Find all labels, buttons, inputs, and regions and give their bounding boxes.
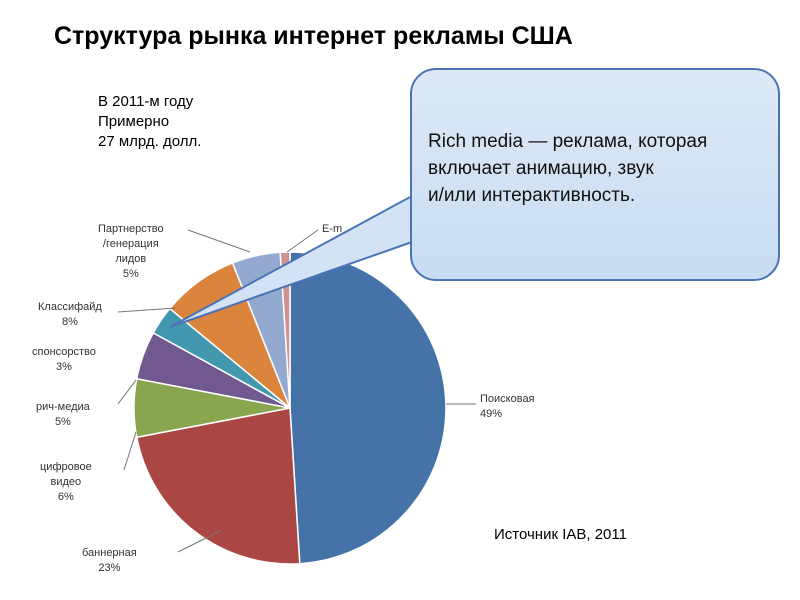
slice-label-line: Классифайд [38, 301, 102, 313]
leader-line-email [286, 229, 319, 253]
leader-line-banner [177, 529, 223, 553]
pie-slice-banner [135, 407, 301, 565]
slice-label-search: Поисковая 49% [480, 392, 535, 422]
slice-label-line: 23% [98, 562, 121, 574]
slice-label-line: рич-медиа [36, 401, 90, 413]
pie-slice-search [289, 251, 447, 565]
slice-label-line: лидов [115, 253, 147, 265]
slice-label-line: 8% [61, 316, 78, 328]
chart-title: Структура рынка интернет рекламы США [54, 22, 573, 50]
slice-label-line: видео [50, 476, 82, 488]
market-size-note: В 2011-м году Примерно 27 млрд. долл. [98, 92, 201, 152]
note-approx: Примерно [98, 113, 170, 130]
slice-label-line: Партнерство [98, 223, 164, 235]
slice-label-line: 49% [480, 408, 503, 420]
note-amount: 27 млрд. долл. [98, 133, 202, 150]
slice-label-line: 3% [55, 361, 72, 373]
leader-line-richmedia [117, 379, 137, 405]
note-year: В 2011-м году [98, 93, 194, 110]
pie-slice-email [279, 251, 291, 409]
slice-label-richmedia: рич-медиа 5% [36, 400, 90, 430]
slice-label-classifieds: Классифайд 8% [38, 300, 102, 330]
callout-line-2: включает анимацию, звук [428, 158, 654, 179]
slice-label-line: 5% [54, 416, 71, 428]
slice-label-line: спонсорство [32, 346, 96, 358]
slice-label-sponsorship: спонсорство 3% [32, 345, 96, 375]
callout-line-1: Rich media — реклама, которая [428, 131, 708, 152]
leader-line-sponsorship [145, 344, 151, 356]
leader-line-leadgen [187, 229, 251, 253]
leader-line-classifieds [117, 307, 176, 313]
slice-label-banner: баннерная 23% [82, 546, 137, 576]
leader-line-video [123, 431, 137, 471]
slice-label-line: 6% [57, 491, 74, 503]
slice-label-line: баннерная [82, 547, 137, 559]
rich-media-callout: Rich media — реклама, которая включает а… [410, 68, 780, 281]
slice-label-line: /генерация [102, 238, 159, 250]
slice-label-line: цифровое [40, 461, 92, 473]
callout-line-3: и/или интерактивность. [428, 185, 636, 206]
slice-label-video: цифровое видео 6% [40, 460, 92, 505]
slice-label-leadgen: Партнерство/генерация лидов 5% [98, 222, 164, 282]
slice-label-line: Поисковая [480, 393, 535, 405]
slice-label-line: 5% [122, 268, 139, 280]
slice-label-line: E-m [322, 223, 343, 235]
slice-label-email: E-m [322, 222, 342, 237]
source-note: Источник IAB, 2011 [494, 526, 627, 543]
